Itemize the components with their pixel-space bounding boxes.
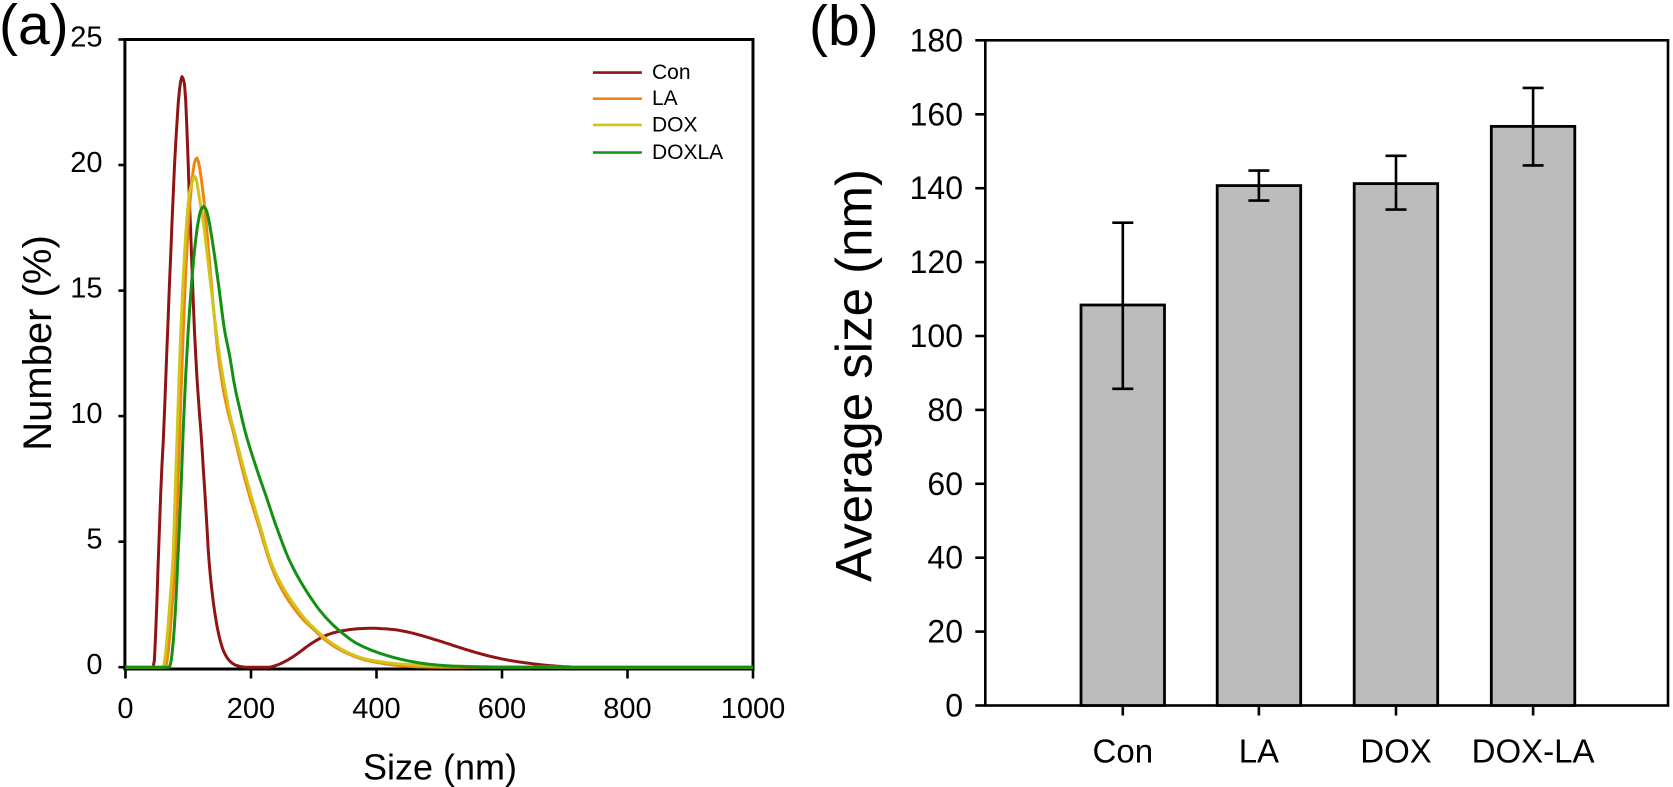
svg-text:Average size (nm): Average size (nm) — [826, 169, 883, 582]
svg-text:20: 20 — [927, 614, 963, 650]
svg-text:0: 0 — [86, 649, 102, 681]
svg-text:DOX: DOX — [1360, 733, 1432, 770]
svg-text:(b): (b) — [809, 0, 879, 58]
svg-text:200: 200 — [227, 693, 275, 725]
svg-text:LA: LA — [652, 87, 678, 110]
svg-text:0: 0 — [945, 688, 963, 724]
svg-text:160: 160 — [910, 96, 963, 132]
svg-text:120: 120 — [910, 244, 963, 280]
svg-text:Size (nm): Size (nm) — [363, 747, 517, 787]
svg-text:800: 800 — [603, 693, 651, 725]
svg-text:Con: Con — [652, 61, 691, 84]
svg-text:20: 20 — [70, 147, 102, 179]
svg-text:Con: Con — [1093, 733, 1154, 770]
svg-text:DOXLA: DOXLA — [652, 141, 723, 164]
svg-text:40: 40 — [927, 540, 963, 576]
svg-text:(a): (a) — [0, 0, 69, 57]
svg-text:140: 140 — [910, 170, 963, 206]
svg-text:100: 100 — [910, 318, 963, 354]
svg-text:Number (%): Number (%) — [16, 235, 60, 451]
svg-text:25: 25 — [70, 22, 102, 54]
svg-text:DOX: DOX — [652, 113, 698, 136]
svg-text:60: 60 — [927, 466, 963, 502]
svg-text:5: 5 — [86, 524, 102, 556]
svg-text:180: 180 — [910, 22, 963, 58]
svg-text:1000: 1000 — [721, 693, 786, 725]
svg-text:15: 15 — [70, 273, 102, 305]
svg-text:DOX-LA: DOX-LA — [1472, 733, 1595, 770]
svg-text:600: 600 — [478, 693, 526, 725]
svg-text:400: 400 — [352, 693, 400, 725]
svg-text:10: 10 — [70, 398, 102, 430]
svg-text:0: 0 — [117, 693, 133, 725]
svg-text:80: 80 — [927, 392, 963, 428]
svg-text:LA: LA — [1239, 733, 1279, 770]
